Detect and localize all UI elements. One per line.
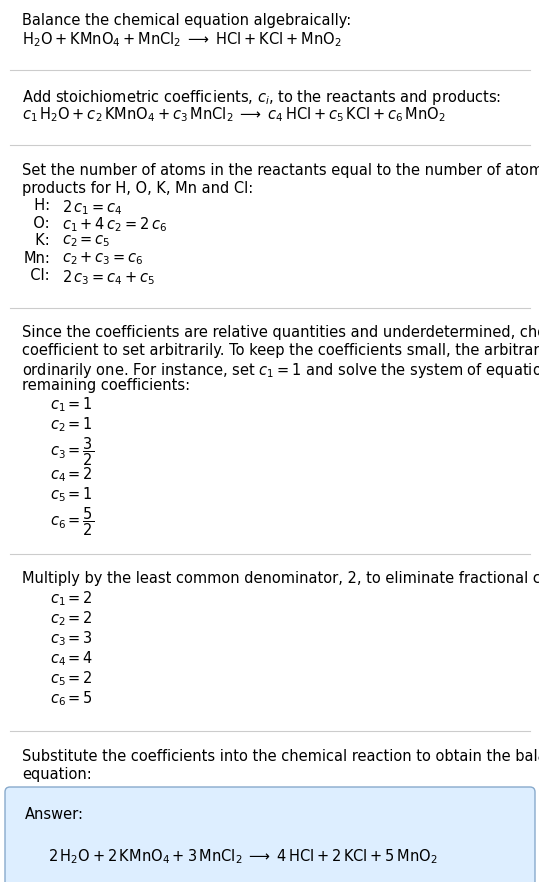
Text: $c_3 = 3$: $c_3 = 3$ (50, 629, 93, 647)
Text: $2\,c_1 = c_4$: $2\,c_1 = c_4$ (62, 198, 122, 217)
Text: $2\,\mathrm{H_2O} + 2\,\mathrm{KMnO_4} + 3\,\mathrm{MnCl_2} \;\longrightarrow\; : $2\,\mathrm{H_2O} + 2\,\mathrm{KMnO_4} +… (48, 847, 438, 866)
Text: $c_4 = 2$: $c_4 = 2$ (50, 466, 93, 484)
Text: $c_1 = 1$: $c_1 = 1$ (50, 395, 93, 415)
Text: K:: K: (26, 233, 50, 248)
Text: Answer:: Answer: (25, 807, 84, 822)
Text: Since the coefficients are relative quantities and underdetermined, choose a: Since the coefficients are relative quan… (22, 325, 539, 340)
Text: $c_1\,\mathrm{H_2O} + c_2\,\mathrm{KMnO_4} + c_3\,\mathrm{MnCl_2} \;\longrightar: $c_1\,\mathrm{H_2O} + c_2\,\mathrm{KMnO_… (22, 106, 446, 124)
Text: $c_2 = c_5$: $c_2 = c_5$ (62, 233, 110, 249)
Text: equation:: equation: (22, 766, 92, 781)
Text: $c_5 = 1$: $c_5 = 1$ (50, 485, 93, 505)
Text: H:: H: (25, 198, 50, 213)
Text: coefficient to set arbitrarily. To keep the coefficients small, the arbitrary va: coefficient to set arbitrarily. To keep … (22, 343, 539, 358)
Text: ordinarily one. For instance, set $c_1 = 1$ and solve the system of equations fo: ordinarily one. For instance, set $c_1 =… (22, 361, 539, 379)
Text: O:: O: (24, 215, 50, 230)
Text: Set the number of atoms in the reactants equal to the number of atoms in the: Set the number of atoms in the reactants… (22, 163, 539, 178)
Text: $2\,c_3 = c_4 + c_5$: $2\,c_3 = c_4 + c_5$ (62, 268, 155, 287)
Text: $c_2 = 1$: $c_2 = 1$ (50, 415, 93, 434)
FancyBboxPatch shape (5, 787, 535, 882)
Text: $c_2 + c_3 = c_6$: $c_2 + c_3 = c_6$ (62, 250, 144, 267)
Text: $c_6 = 5$: $c_6 = 5$ (50, 689, 93, 707)
Text: $c_5 = 2$: $c_5 = 2$ (50, 669, 93, 688)
Text: Multiply by the least common denominator, 2, to eliminate fractional coefficient: Multiply by the least common denominator… (22, 572, 539, 587)
Text: Cl:: Cl: (22, 268, 50, 283)
Text: $\mathrm{H_2O + KMnO_4 + MnCl_2} \;\longrightarrow\; \mathrm{HCl + KCl + MnO_2}$: $\mathrm{H_2O + KMnO_4 + MnCl_2} \;\long… (22, 31, 342, 49)
Text: $c_1 + 4\,c_2 = 2\,c_6$: $c_1 + 4\,c_2 = 2\,c_6$ (62, 215, 167, 235)
Text: Mn:: Mn: (23, 250, 50, 265)
Text: $c_1 = 2$: $c_1 = 2$ (50, 589, 93, 608)
Text: $c_6 = \dfrac{5}{2}$: $c_6 = \dfrac{5}{2}$ (50, 505, 94, 538)
Text: remaining coefficients:: remaining coefficients: (22, 378, 190, 393)
Text: $c_2 = 2$: $c_2 = 2$ (50, 609, 93, 628)
Text: Balance the chemical equation algebraically:: Balance the chemical equation algebraica… (22, 13, 351, 28)
Text: products for H, O, K, Mn and Cl:: products for H, O, K, Mn and Cl: (22, 181, 253, 196)
Text: Add stoichiometric coefficients, $c_i$, to the reactants and products:: Add stoichiometric coefficients, $c_i$, … (22, 88, 501, 107)
Text: $c_3 = \dfrac{3}{2}$: $c_3 = \dfrac{3}{2}$ (50, 436, 94, 468)
Text: $c_4 = 4$: $c_4 = 4$ (50, 649, 93, 668)
Text: Substitute the coefficients into the chemical reaction to obtain the balanced: Substitute the coefficients into the che… (22, 749, 539, 764)
